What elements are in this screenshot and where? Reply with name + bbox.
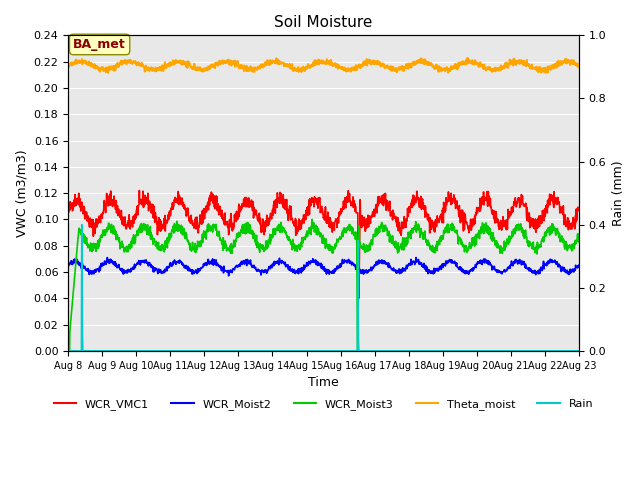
Title: Soil Moisture: Soil Moisture <box>275 15 372 30</box>
Text: BA_met: BA_met <box>73 38 126 51</box>
Legend: WCR_VMC1, WCR_Moist2, WCR_Moist3, Theta_moist, Rain: WCR_VMC1, WCR_Moist2, WCR_Moist3, Theta_… <box>49 395 598 415</box>
Y-axis label: Rain (mm): Rain (mm) <box>612 160 625 226</box>
Y-axis label: VWC (m3/m3): VWC (m3/m3) <box>15 149 28 237</box>
X-axis label: Time: Time <box>308 376 339 389</box>
